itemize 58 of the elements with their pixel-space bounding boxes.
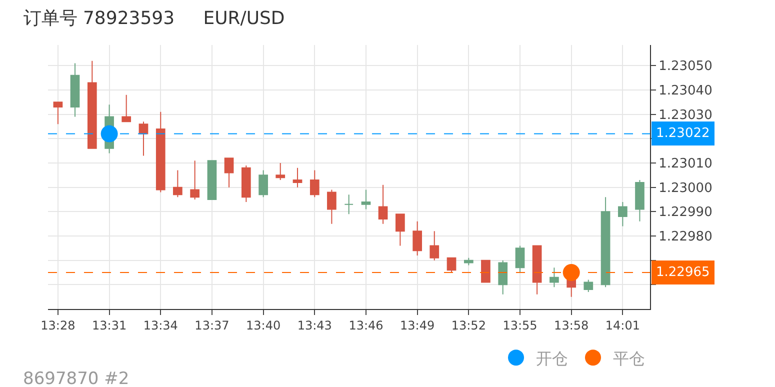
x-tick-label: 13:28 [40,318,76,332]
candlestick [207,160,217,200]
candlestick [122,94,132,122]
candlestick [138,121,148,156]
candlestick [635,180,644,222]
candlestick [258,170,268,198]
candlestick [224,158,234,188]
candlestick [446,257,456,273]
x-tick-label: 13:43 [297,318,332,332]
candlestick [412,220,422,256]
candlestick [70,62,80,118]
legend-label: 平仓 [613,348,645,368]
x-tick-label: 14:01 [605,318,640,332]
y-tick-label: 1.23000 [658,180,712,196]
candlestick [481,260,490,283]
candlestick [618,201,628,227]
candlestick [53,102,63,125]
candlestick [584,279,594,292]
x-tick-label: 13:49 [400,318,435,332]
y-tick-label: 1.23010 [658,156,712,172]
x-tick-label: 13:55 [502,318,538,332]
candlestick [276,162,286,181]
candlestick [430,230,440,261]
x-tick-label: 13:52 [451,318,486,332]
x-tick-label: 13:37 [194,318,230,332]
chart-title: 订单号 78923593 EUR/USD [23,8,285,30]
ref-line-label: 1.23022 [656,126,710,141]
candlestick [327,189,336,224]
x-tick-label: 13:31 [92,318,127,332]
y-tick-label: 1.23030 [658,108,712,123]
candlestick [396,214,405,246]
candlestick [241,164,251,202]
candlestick [498,260,508,295]
ref-line-label: 1.22965 [656,265,710,280]
x-tick-label: 13:58 [554,318,589,332]
y-tick-label: 1.23050 [658,59,712,74]
candlestick [600,196,610,288]
candlestick [532,245,542,295]
candlestick [156,111,166,193]
candlestick [87,60,97,149]
x-tick-label: 13:34 [143,318,178,332]
legend-label: 开仓 [536,348,568,368]
x-tick-label: 13:40 [246,318,281,332]
candlestick [550,267,559,288]
candlestick [190,160,200,200]
x-tick-label: 13:46 [348,318,384,332]
text: 8697870 #2 [23,369,130,387]
y-tick-label: 1.23040 [658,84,712,99]
candlestick [515,245,525,273]
y-tick-label: 1.22980 [658,230,712,245]
candlestick [378,184,388,224]
candlestick [310,170,320,198]
candlestick [344,194,354,215]
candlestick [361,189,371,210]
candlestick [464,257,474,266]
candlestick [292,167,302,188]
candlestick [173,170,182,198]
y-tick-label: 1.22990 [658,205,712,220]
